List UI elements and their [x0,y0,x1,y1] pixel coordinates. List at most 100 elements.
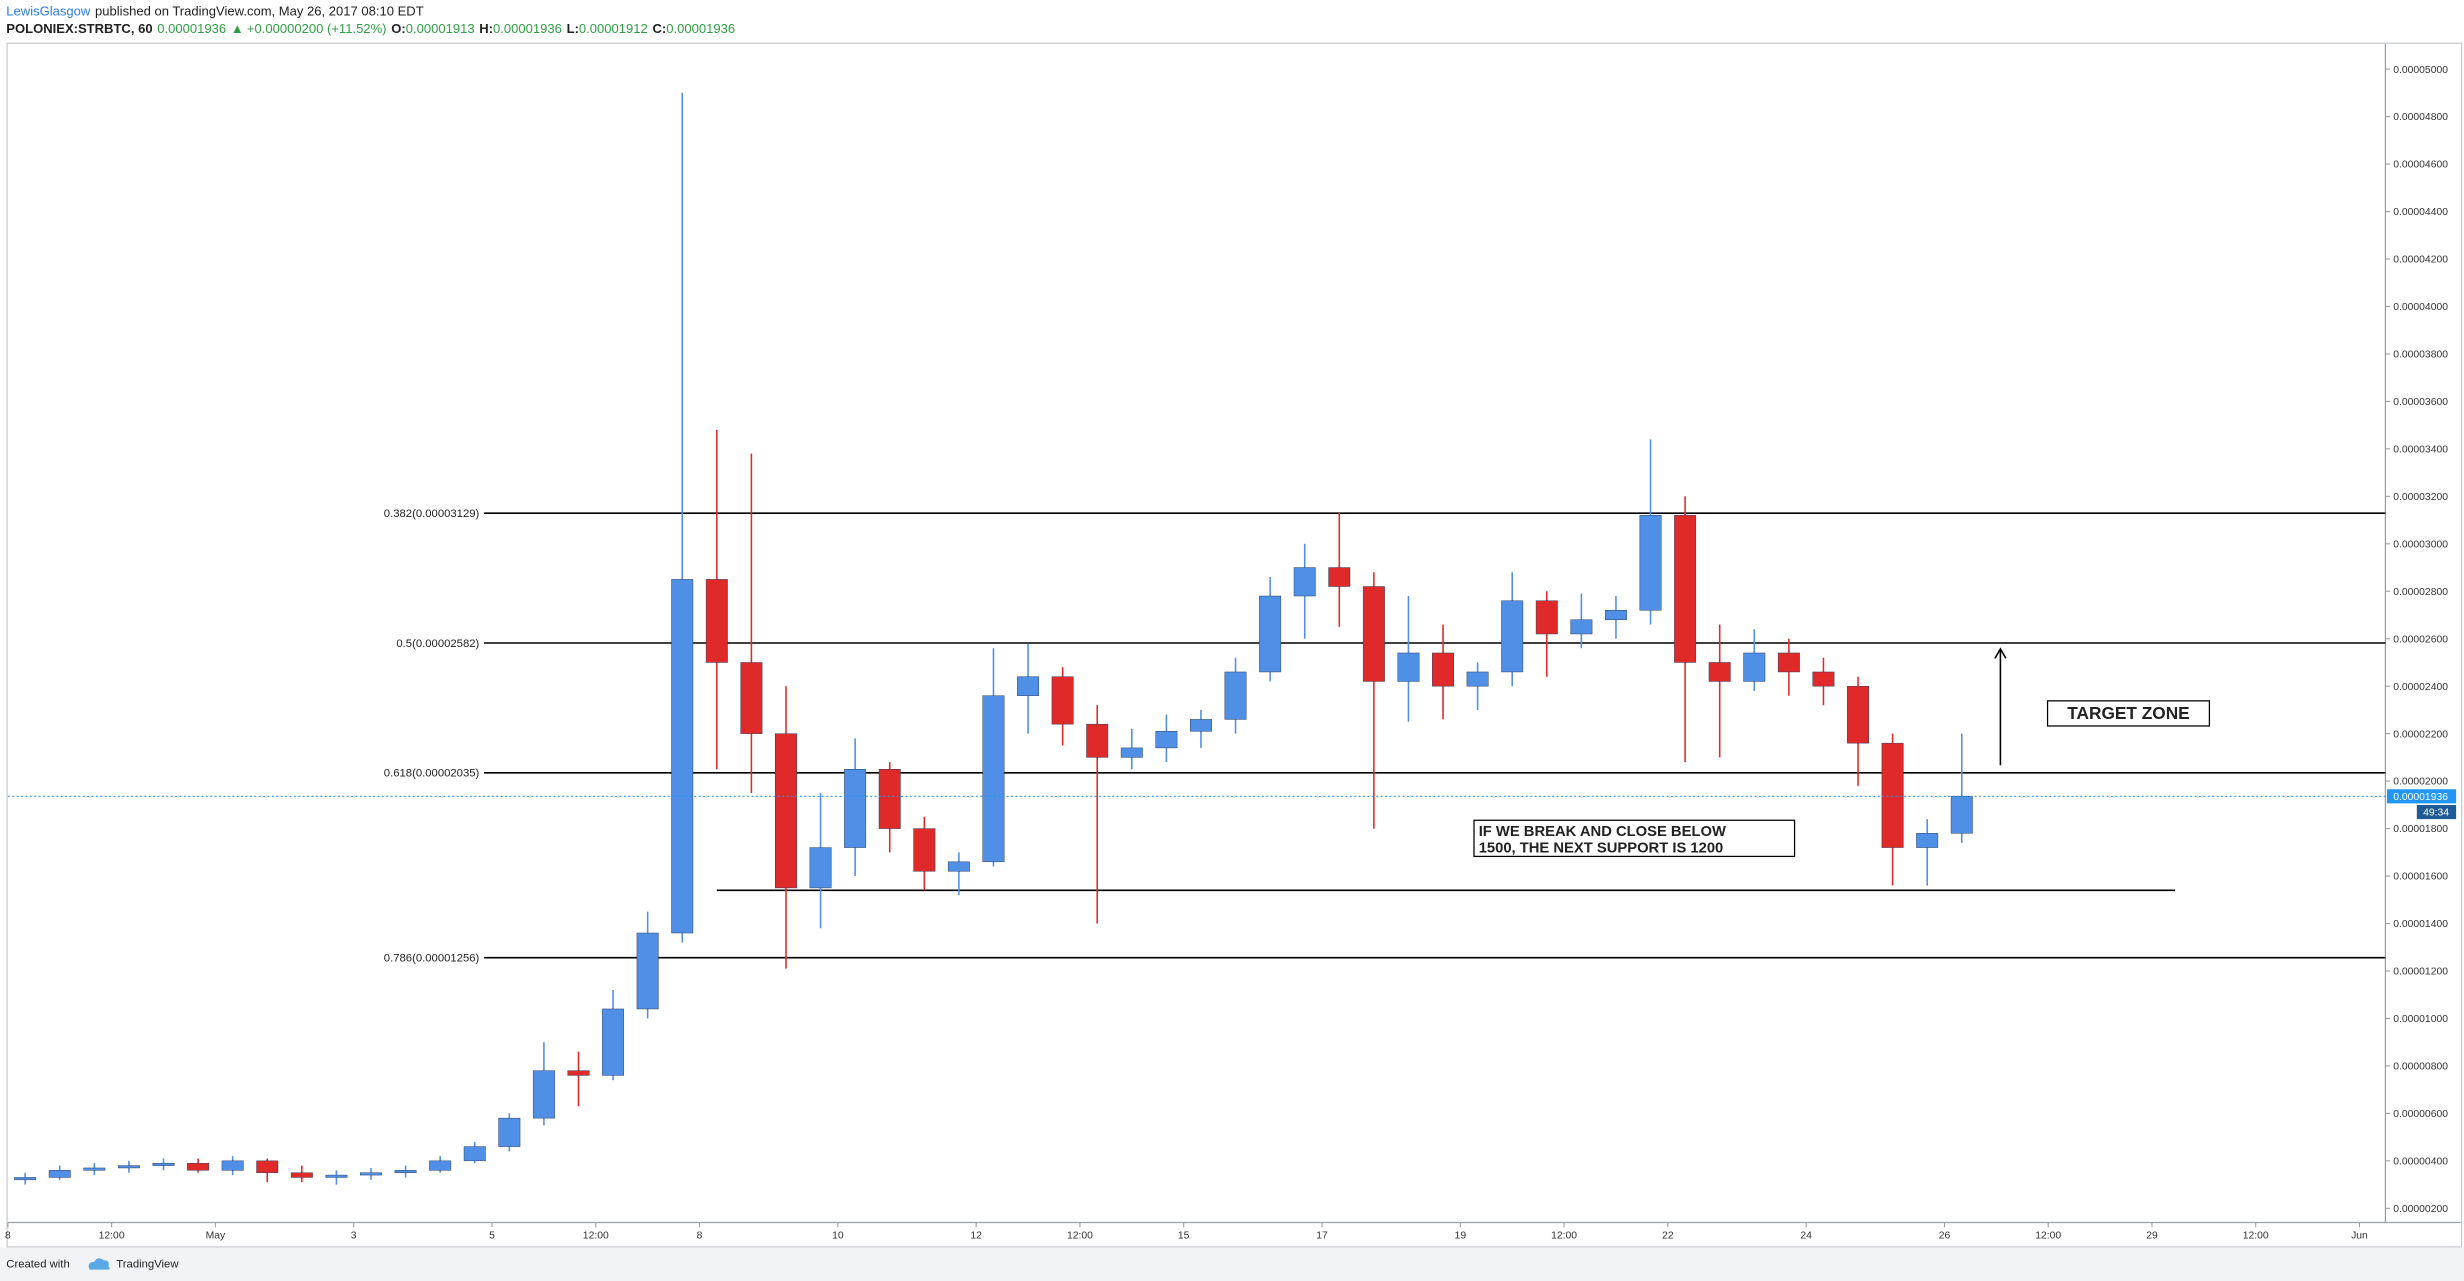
candle-body [1950,796,1973,834]
x-tick-label: 17 [1316,1230,1328,1241]
candle [1881,733,1904,886]
y-tick-label: 0.00001000 [2393,1014,2448,1025]
candle-body [602,1008,625,1076]
target-text: TARGET ZONE [2067,703,2189,723]
candle [1535,591,1558,677]
timer-label: 49:34 [2423,808,2449,819]
candle-body [1051,676,1074,725]
author[interactable]: LewisGlasgow [6,4,91,19]
candle-body [1847,685,1869,744]
y-tick-label: 0.00003600 [2393,397,2448,408]
y-tick-label: 0.00002200 [2393,729,2448,740]
y-tick-label: 0.00004800 [2393,112,2448,123]
candle [498,1113,521,1152]
candle [48,1165,71,1180]
candle-body [221,1160,244,1171]
footer-created: Created with [6,1258,69,1270]
candle-body [1328,567,1351,587]
candle [982,648,1005,867]
note-box [1473,819,1796,858]
x-tick-label: 8 [5,1230,11,1241]
candle [1328,512,1351,627]
x-tick-label: 24 [1800,1230,1812,1241]
candle-body [636,932,659,1010]
footer-brand[interactable]: TradingView [116,1258,179,1270]
candle [1674,496,1697,763]
chart-frame [6,42,2463,1248]
y-tick-label: 0.00003400 [2393,444,2448,455]
candle [567,1051,590,1107]
candle [1466,662,1489,710]
candle-body [740,662,763,734]
candle [256,1158,279,1183]
candle [1708,624,1731,758]
candle [1847,676,1869,786]
x-tick-label: 8 [697,1230,703,1241]
y-tick-label: 0.00000200 [2393,1204,2448,1215]
candle [844,738,867,877]
candle-body [1155,731,1178,749]
candle [1570,593,1593,649]
candle-body [705,579,728,663]
open-label: O: [391,21,405,36]
y-tick-label: 0.00000400 [2393,1156,2448,1167]
candle [1155,714,1178,763]
candle-body [532,1070,555,1119]
candle-body [1190,719,1212,732]
candle-body [1674,515,1697,663]
candle-body [1501,600,1524,673]
candle-body [1259,595,1282,673]
y-tick-label: 0.00002400 [2393,682,2448,693]
x-tick-label: 19 [1455,1230,1467,1241]
candle-body [429,1160,452,1171]
x-tick-label: 5 [489,1230,495,1241]
y-tick-label: 0.00001600 [2393,872,2448,883]
low: 0.00001912 [579,21,648,36]
candle [1743,629,1766,691]
change: +0.00000200 (+11.52%) [247,21,387,36]
candle-body [1570,619,1593,635]
candle-body [290,1172,313,1178]
candle-body [1535,600,1558,635]
y-tick-label: 0.00005000 [2393,65,2448,76]
x-tick-label: 22 [1662,1230,1674,1241]
x-tick-label: 12:00 [2035,1230,2061,1241]
y-tick-label: 0.00002800 [2393,587,2448,598]
y-tick-label: 0.00003000 [2393,539,2448,550]
candle-body [360,1172,382,1176]
note-line: IF WE BREAK AND CLOSE BELOW [1479,824,1726,840]
candle [1224,657,1247,734]
candle-body [1362,586,1385,682]
y-tick-label: 0.00001200 [2393,967,2448,978]
header-line-1: LewisGlasgow published on TradingView.com… [6,4,423,19]
candle [1293,543,1316,639]
x-tick-label: 12 [970,1230,982,1241]
candle [1812,657,1835,706]
candle [221,1156,244,1176]
x-tick-label: 3 [351,1230,357,1241]
y-tick-label: 0.00004000 [2393,302,2448,313]
candle [14,1172,37,1185]
candle-body [947,861,970,872]
candle [463,1141,486,1164]
last-price-label: 0.00001936 [2393,792,2448,803]
candle-body [1120,747,1143,758]
candle [671,92,694,943]
candle [705,429,728,770]
candle-body [567,1070,590,1076]
candle-body [152,1162,175,1166]
open: 0.00001913 [406,21,475,36]
candle-body [1812,671,1835,687]
candle-body [256,1160,279,1173]
candle-body [117,1165,140,1169]
candle-body [844,769,867,848]
candle [636,911,659,1019]
y-tick-label: 0.00001400 [2393,919,2448,930]
y-tick-label: 0.00001800 [2393,824,2448,835]
low-label: L: [567,21,579,36]
footer-bar [0,1247,2464,1281]
candle-body [1466,671,1489,687]
candle [532,1042,555,1126]
